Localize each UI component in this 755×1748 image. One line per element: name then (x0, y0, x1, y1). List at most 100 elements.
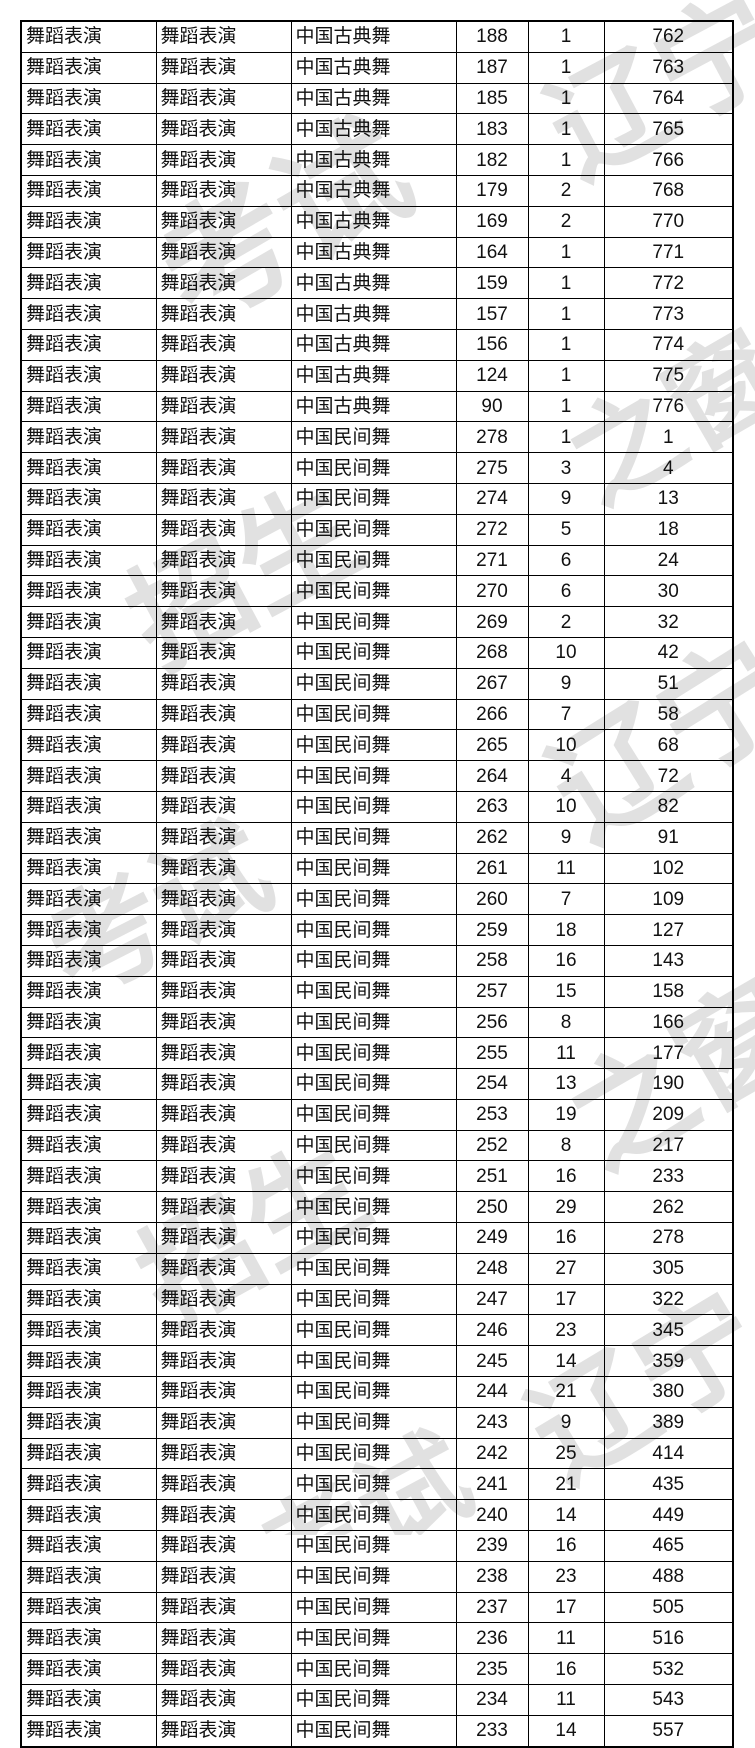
cell-major: 舞蹈表演 (155, 1129, 292, 1162)
cell-major_group: 舞蹈表演 (20, 452, 157, 484)
cell-count: 16 (527, 1222, 605, 1254)
cell-subject: 中国民间舞 (290, 452, 457, 484)
cell-score: 274 (455, 482, 529, 515)
cell-cumulative: 774 (603, 328, 734, 361)
cell-major_group: 舞蹈表演 (20, 1037, 157, 1070)
cell-count: 14 (527, 1499, 605, 1532)
cell-subject: 中国民间舞 (290, 1714, 457, 1748)
cell-subject: 中国古典舞 (290, 298, 457, 330)
cell-score: 236 (455, 1622, 529, 1655)
cell-major: 舞蹈表演 (155, 236, 292, 269)
cell-count: 2 (527, 606, 605, 638)
cell-count: 16 (527, 1160, 605, 1193)
cell-score: 271 (455, 544, 529, 577)
cell-score: 183 (455, 113, 529, 146)
table-row: 舞蹈表演 舞蹈表演 中国民间舞 267 9 51 (20, 667, 734, 700)
cell-major: 舞蹈表演 (155, 1160, 292, 1193)
cell-score: 159 (455, 267, 529, 300)
cell-major: 舞蹈表演 (155, 1406, 292, 1439)
cell-count: 1 (527, 390, 605, 423)
cell-cumulative: 30 (603, 575, 734, 608)
table-row: 舞蹈表演 舞蹈表演 中国民间舞 239 16 465 (20, 1530, 734, 1562)
cell-count: 10 (527, 636, 605, 669)
cell-major: 舞蹈表演 (155, 113, 292, 146)
cell-score: 244 (455, 1376, 529, 1408)
cell-score: 265 (455, 729, 529, 762)
cell-count: 10 (527, 790, 605, 823)
cell-cumulative: 91 (603, 821, 734, 854)
cell-major_group: 舞蹈表演 (20, 1591, 157, 1624)
cell-count: 6 (527, 544, 605, 577)
cell-major: 舞蹈表演 (155, 1283, 292, 1316)
cell-cumulative: 1 (603, 421, 734, 454)
cell-count: 7 (527, 698, 605, 731)
cell-major: 舞蹈表演 (155, 144, 292, 176)
cell-major: 舞蹈表演 (155, 1714, 292, 1748)
cell-cumulative: 322 (603, 1283, 734, 1316)
cell-score: 248 (455, 1252, 529, 1285)
cell-score: 239 (455, 1530, 529, 1562)
cell-cumulative: 345 (603, 1314, 734, 1347)
cell-score: 270 (455, 575, 529, 608)
cell-major: 舞蹈表演 (155, 205, 292, 238)
cell-cumulative: 177 (603, 1037, 734, 1070)
cell-score: 169 (455, 205, 529, 238)
table-row: 舞蹈表演 舞蹈表演 中国民间舞 234 11 543 (20, 1684, 734, 1716)
table-row: 舞蹈表演 舞蹈表演 中国民间舞 266 7 58 (20, 698, 734, 731)
cell-major: 舞蹈表演 (155, 267, 292, 300)
cell-count: 10 (527, 729, 605, 762)
cell-score: 261 (455, 852, 529, 885)
cell-cumulative: 389 (603, 1406, 734, 1439)
cell-subject: 中国民间舞 (290, 1499, 457, 1532)
cell-major_group: 舞蹈表演 (20, 852, 157, 885)
table-row: 舞蹈表演 舞蹈表演 中国民间舞 261 11 102 (20, 852, 734, 885)
cell-major: 舞蹈表演 (155, 914, 292, 946)
cell-count: 8 (527, 1006, 605, 1039)
cell-count: 9 (527, 821, 605, 854)
table-row: 舞蹈表演 舞蹈表演 中国古典舞 179 2 768 (20, 174, 734, 207)
cell-major_group: 舞蹈表演 (20, 790, 157, 823)
cell-major_group: 舞蹈表演 (20, 1376, 157, 1408)
cell-cumulative: 13 (603, 482, 734, 515)
cell-subject: 中国民间舞 (290, 482, 457, 515)
cell-major: 舞蹈表演 (155, 790, 292, 823)
cell-major_group: 舞蹈表演 (20, 328, 157, 361)
cell-major_group: 舞蹈表演 (20, 914, 157, 946)
table-row: 舞蹈表演 舞蹈表演 中国古典舞 188 1 762 (20, 20, 734, 53)
table-row: 舞蹈表演 舞蹈表演 中国民间舞 275 3 4 (20, 452, 734, 484)
cell-count: 5 (527, 513, 605, 546)
table-row: 舞蹈表演 舞蹈表演 中国古典舞 157 1 773 (20, 298, 734, 330)
cell-count: 14 (527, 1714, 605, 1748)
cell-score: 179 (455, 174, 529, 207)
cell-major_group: 舞蹈表演 (20, 1714, 157, 1748)
cell-score: 258 (455, 944, 529, 977)
cell-major_group: 舞蹈表演 (20, 606, 157, 638)
cell-cumulative: 359 (603, 1345, 734, 1378)
cell-score: 263 (455, 790, 529, 823)
cell-major: 舞蹈表演 (155, 1098, 292, 1131)
cell-major_group: 舞蹈表演 (20, 1345, 157, 1378)
cell-count: 1 (527, 298, 605, 330)
cell-cumulative: 166 (603, 1006, 734, 1039)
cell-cumulative: 557 (603, 1714, 734, 1748)
cell-subject: 中国民间舞 (290, 821, 457, 854)
cell-score: 187 (455, 51, 529, 84)
cell-count: 18 (527, 914, 605, 946)
cell-subject: 中国民间舞 (290, 1068, 457, 1100)
cell-subject: 中国民间舞 (290, 575, 457, 608)
cell-score: 156 (455, 328, 529, 361)
cell-count: 11 (527, 1622, 605, 1655)
cell-major_group: 舞蹈表演 (20, 298, 157, 330)
cell-major: 舞蹈表演 (155, 606, 292, 638)
cell-cumulative: 776 (603, 390, 734, 423)
table-row: 舞蹈表演 舞蹈表演 中国民间舞 238 23 488 (20, 1560, 734, 1593)
table-row: 舞蹈表演 舞蹈表演 中国古典舞 182 1 766 (20, 144, 734, 176)
table-row: 舞蹈表演 舞蹈表演 中国古典舞 124 1 775 (20, 359, 734, 392)
cell-major_group: 舞蹈表演 (20, 1191, 157, 1224)
cell-score: 256 (455, 1006, 529, 1039)
cell-major_group: 舞蹈表演 (20, 1684, 157, 1716)
table-row: 舞蹈表演 舞蹈表演 中国民间舞 260 7 109 (20, 883, 734, 916)
table-row: 舞蹈表演 舞蹈表演 中国民间舞 259 18 127 (20, 914, 734, 946)
cell-subject: 中国古典舞 (290, 236, 457, 269)
cell-major: 舞蹈表演 (155, 1530, 292, 1562)
